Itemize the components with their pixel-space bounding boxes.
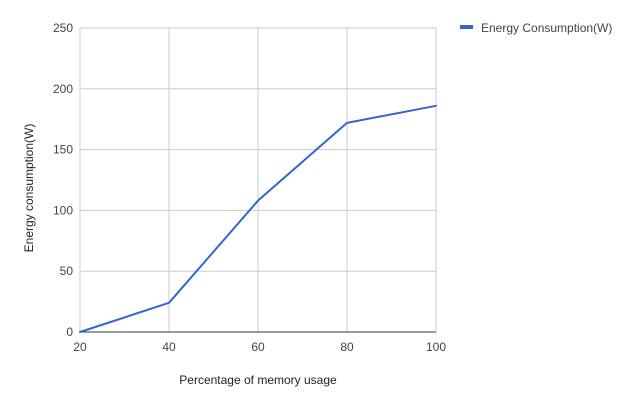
x-tick-label: 40: [162, 340, 176, 354]
legend: Energy Consumption(W): [460, 21, 612, 35]
y-tick-label: 150: [53, 143, 73, 157]
x-tick-label: 100: [426, 340, 446, 354]
legend-label: Energy Consumption(W): [481, 21, 612, 35]
y-tick-label: 0: [66, 325, 73, 339]
legend-swatch: [460, 25, 473, 29]
y-tick-label: 250: [53, 21, 73, 35]
x-axis-title: Percentage of memory usage: [179, 373, 337, 387]
x-tick-label: 60: [251, 340, 265, 354]
series-lines: [79, 104, 437, 333]
y-tick-label: 100: [53, 203, 73, 217]
x-tick-labels: 20 40 60 80 100: [73, 340, 446, 354]
x-tick-label: 20: [73, 340, 87, 354]
y-tick-label: 200: [53, 82, 73, 96]
y-axis-title: Energy consumption(W): [22, 124, 36, 253]
y-tick-labels: 0 50 100 150 200 250: [53, 21, 73, 339]
series-line: [79, 104, 437, 333]
grid: [79, 27, 437, 332]
x-tick-label: 80: [340, 340, 354, 354]
y-tick-label: 50: [60, 264, 74, 278]
